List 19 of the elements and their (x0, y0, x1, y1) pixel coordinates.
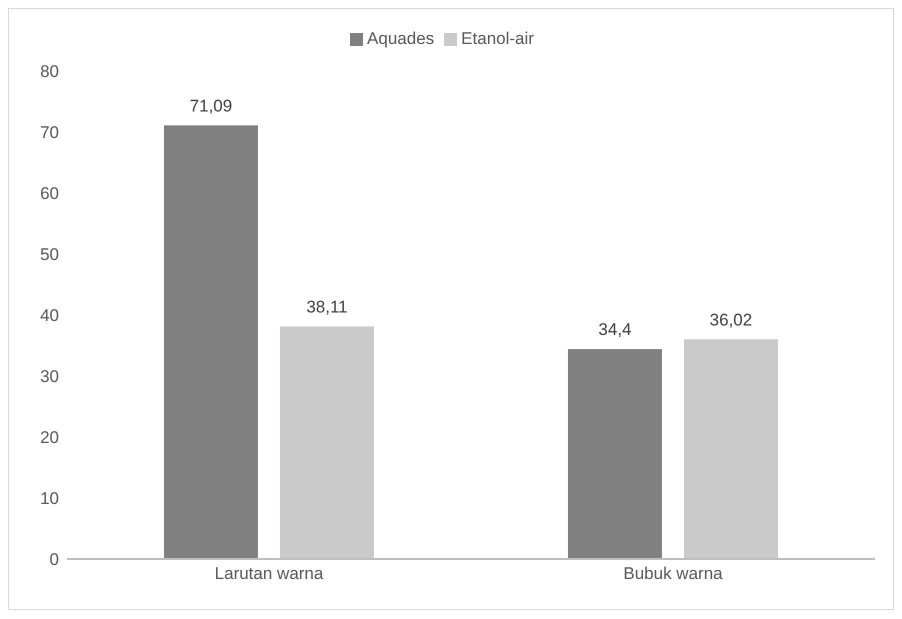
y-tick-label: 80 (40, 62, 59, 82)
x-tick-label: Larutan warna (214, 564, 324, 584)
y-tick-label: 30 (40, 367, 59, 386)
y-tick-label: 60 (40, 184, 59, 204)
legend-label: Aquades (367, 29, 434, 48)
x-tick-label: Bubuk warna (623, 564, 724, 584)
data-label: 71,09 (190, 96, 232, 116)
y-tick-label: 10 (40, 489, 59, 508)
y-tick-label: 20 (40, 428, 59, 448)
y-tick-label: 50 (40, 245, 59, 264)
y-tick-label: 0 (50, 550, 59, 570)
bar (568, 349, 662, 559)
y-tick-label: 40 (40, 306, 59, 326)
data-label: 34,4 (598, 320, 632, 340)
data-label: 36,02 (710, 310, 752, 330)
bar (164, 125, 258, 559)
legend-label: Etanol-air (461, 29, 534, 48)
data-label: 38,11 (306, 298, 348, 317)
y-tick-label: 70 (40, 123, 59, 142)
